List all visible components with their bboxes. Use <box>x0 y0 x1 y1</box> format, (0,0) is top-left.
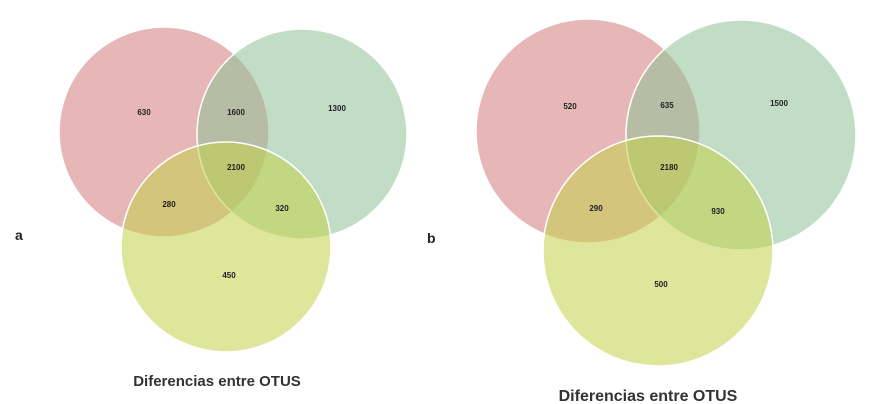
region-label-1-2: 635 <box>660 101 674 110</box>
region-label-only-3: 450 <box>222 271 236 280</box>
venn-panel-b: 520 1500 500 635 290 930 2180 b Diferenc… <box>427 18 857 404</box>
region-label-only-1: 520 <box>563 102 577 111</box>
panel-caption-b: Diferencias entre OTUS <box>559 388 738 404</box>
venn-panel-a: 630 1300 450 1600 280 320 2100 a Diferen… <box>15 26 408 390</box>
region-label-1-3: 290 <box>589 204 603 213</box>
region-label-2-3: 930 <box>711 207 725 216</box>
panel-caption-a: Diferencias entre OTUS <box>133 373 301 390</box>
region-label-only-3: 500 <box>654 280 668 289</box>
region-label-2-3: 320 <box>275 204 289 213</box>
region-label-only-2: 1500 <box>770 99 788 108</box>
venn-circle-3 <box>120 141 332 353</box>
region-label-all-three: 2180 <box>660 163 678 172</box>
region-label-only-1: 630 <box>137 108 151 117</box>
venn-circle-3 <box>542 135 774 367</box>
region-label-all-three: 2100 <box>227 163 245 172</box>
region-label-only-2: 1300 <box>328 104 346 113</box>
panel-letter-b: b <box>427 230 436 246</box>
panel-letter-a: a <box>15 227 23 243</box>
region-label-1-3: 280 <box>162 200 176 209</box>
region-label-1-2: 1600 <box>227 108 245 117</box>
